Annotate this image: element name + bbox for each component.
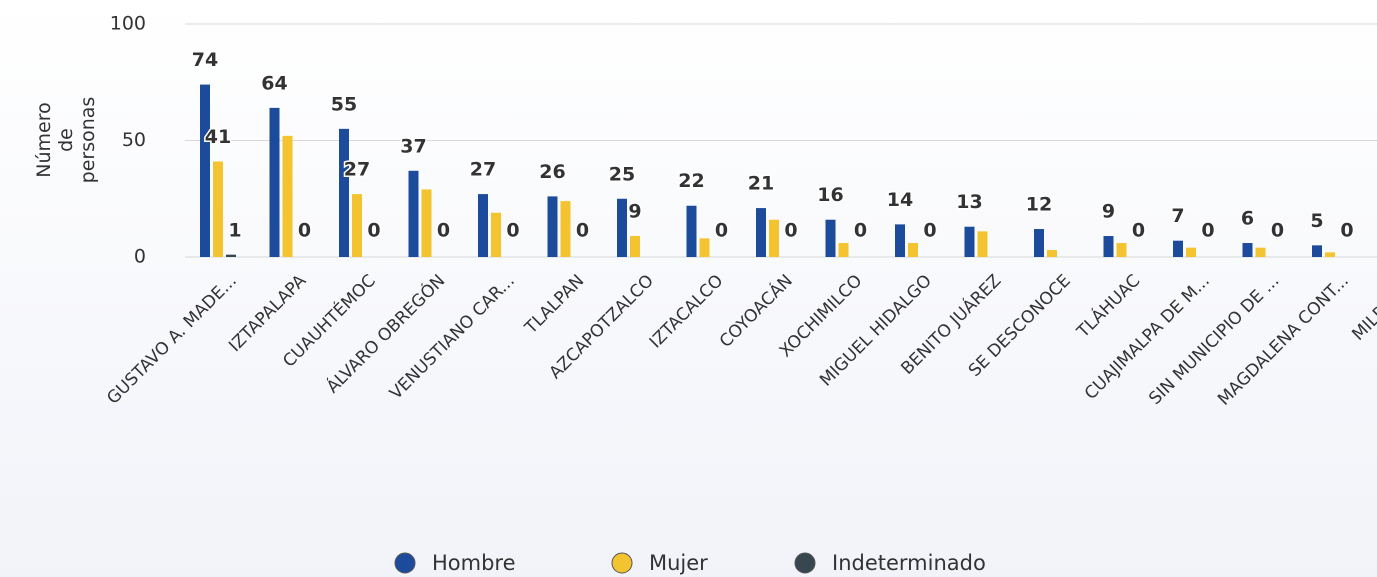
x-tick-label: TLÁHUAC [1071,270,1144,343]
bar [825,219,836,257]
bar [977,231,988,257]
bar [838,243,849,257]
data-label: 0 [715,220,728,242]
data-label: 26 [539,161,565,183]
data-label: 9 [1102,201,1115,223]
legend-label: Indeterminado [832,551,986,575]
x-tick-label: MILPA ALT [1348,270,1377,344]
data-label: 13 [956,191,982,213]
bar [478,194,488,257]
bar [1186,247,1196,257]
legend-label: Mujer [649,551,708,575]
bar [421,189,432,257]
data-label: 14 [887,189,913,211]
bar [756,208,766,257]
data-label: 41 [205,126,231,148]
bar [964,226,975,257]
bar [226,254,236,257]
data-label: 0 [298,220,311,242]
legend-marker [611,552,633,574]
data-label: 9 [628,201,641,223]
x-tick-label: SIN MUNICIPIO DE ... [1145,271,1283,409]
bar [352,194,362,257]
x-tick-label: ÁLVARO OBREGÓN [321,270,449,398]
data-label: 7 [1171,205,1184,227]
bar [1116,243,1127,257]
data-label: 22 [678,170,704,192]
legend-marker [794,552,816,574]
bar [699,238,710,257]
y-tick-label: 50 [122,129,146,151]
bar [1312,245,1322,257]
bar [1325,252,1335,257]
bar [560,201,571,257]
x-tick-label: IZTACALCO [646,271,728,353]
x-tick-label: MAGDALENA CONT... [1214,271,1353,410]
bar [630,236,640,257]
bar [269,107,280,257]
data-label: 5 [1310,210,1323,232]
bar [769,219,779,257]
bar [1034,229,1044,257]
x-tick-label: VENUSTIANO CAR... [386,271,519,404]
data-label: 21 [748,173,774,195]
bar [1242,243,1253,257]
data-label: 0 [1340,220,1353,242]
bar [408,170,419,257]
bar [1173,240,1183,257]
bar [282,135,293,257]
bar [686,205,697,257]
data-label: 12 [1026,194,1052,216]
data-label: 1 [228,220,241,242]
x-tick-label: TLALPAN [521,271,589,339]
data-label: 74 [192,49,218,71]
data-label: 55 [331,93,357,115]
bar [908,243,918,257]
data-label: 0 [784,220,797,242]
data-label: 0 [923,220,936,242]
bar [617,198,627,257]
bar [547,196,558,257]
data-label: 16 [817,184,843,206]
bar [1103,236,1114,257]
bar [339,128,349,257]
legend-marker [394,552,416,574]
y-tick-label: 0 [134,246,146,268]
legend-label: Hombre [432,551,516,575]
data-label: 0 [506,220,519,242]
data-label: 0 [367,220,380,242]
data-label: 0 [854,220,867,242]
y-tick-label: 100 [110,13,146,35]
data-label: 0 [1201,220,1214,242]
data-label: 27 [344,159,370,181]
bar [491,212,501,257]
data-label: 6 [1241,208,1254,230]
bar [1255,247,1266,257]
data-label: 25 [609,163,635,185]
data-label: 64 [261,72,287,94]
bar [895,224,905,257]
bar [200,84,210,257]
data-label: 0 [1271,220,1284,242]
bar [1047,250,1057,257]
data-label: 0 [1132,220,1145,242]
bar [213,161,223,257]
data-label: 27 [470,159,496,181]
x-tick-label: GUSTAVO A. MADE... [103,271,241,409]
data-label: 37 [400,135,426,157]
data-label: 0 [576,220,589,242]
x-tick-label: CUAJIMALPA DE M... [1081,271,1214,404]
data-label: 0 [437,220,450,242]
